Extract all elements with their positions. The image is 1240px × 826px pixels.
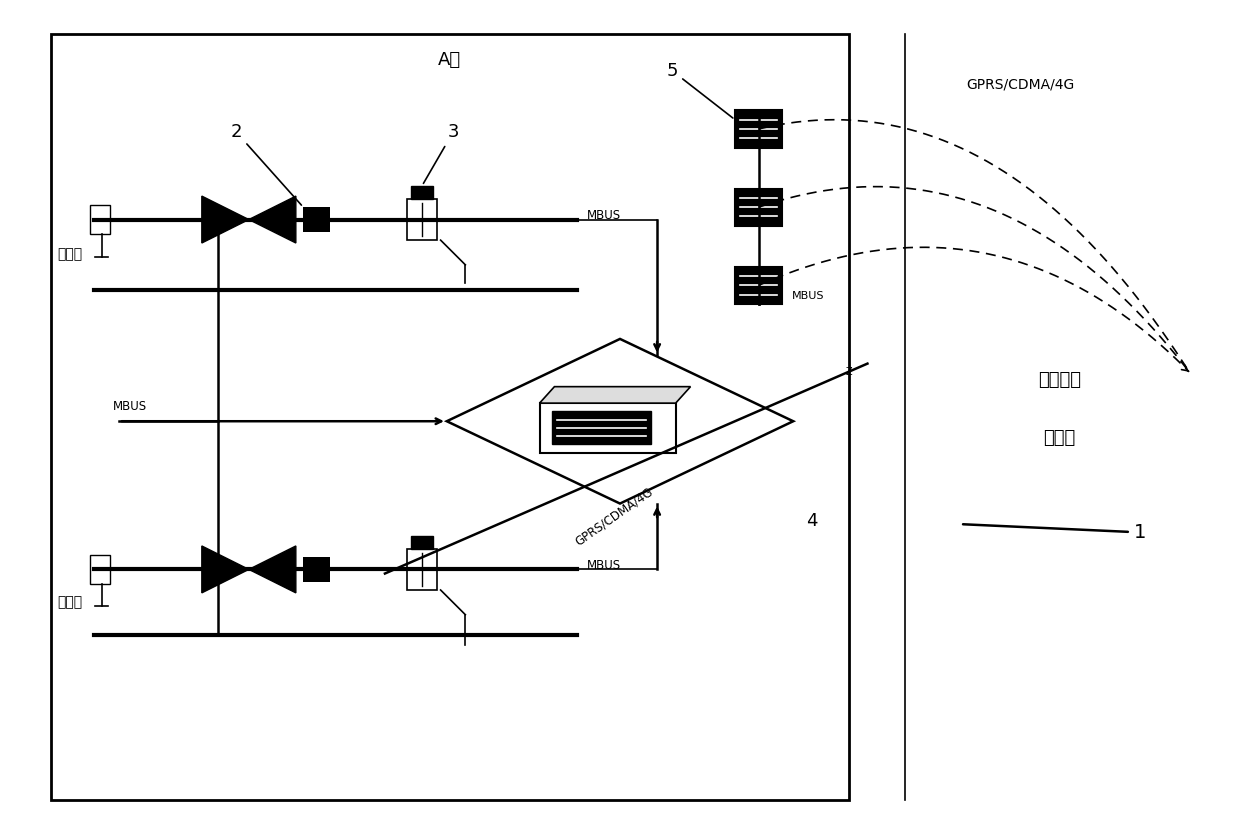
Text: 二单元: 二单元 [57, 596, 82, 610]
Text: 能耗监控: 能耗监控 [1038, 371, 1081, 389]
Text: MBUS: MBUS [587, 559, 621, 572]
Polygon shape [539, 387, 691, 403]
Polygon shape [249, 546, 296, 593]
Text: MBUS: MBUS [792, 291, 825, 301]
Text: 4: 4 [806, 512, 817, 529]
Bar [304, 557, 331, 582]
Text: GPRS/CDMA/4G: GPRS/CDMA/4G [966, 78, 1075, 92]
Bar [735, 267, 782, 304]
Text: MBUS: MBUS [587, 209, 621, 222]
Text: Z: Z [846, 367, 852, 377]
Text: 3: 3 [423, 123, 459, 183]
Polygon shape [202, 546, 249, 593]
Text: 2: 2 [231, 123, 301, 205]
Text: 1: 1 [963, 523, 1146, 542]
Polygon shape [202, 196, 249, 243]
Bar [735, 111, 782, 148]
Polygon shape [446, 339, 794, 504]
Polygon shape [249, 196, 296, 243]
Bar [51, 35, 849, 800]
Bar [407, 548, 436, 590]
Text: 一单元: 一单元 [57, 248, 82, 262]
Text: 云平台: 云平台 [1043, 429, 1075, 447]
Bar [407, 199, 436, 240]
Bar [304, 207, 331, 232]
Bar [552, 411, 651, 444]
Bar [410, 535, 433, 548]
Bar [410, 186, 433, 199]
Bar [539, 403, 676, 453]
Text: MBUS: MBUS [113, 400, 146, 413]
Bar [735, 188, 782, 225]
Text: A楼: A楼 [438, 50, 461, 69]
Text: 5: 5 [666, 62, 733, 118]
Bar [91, 205, 110, 235]
Text: GPRS/CDMA/4G: GPRS/CDMA/4G [573, 485, 655, 548]
Bar [91, 554, 110, 584]
